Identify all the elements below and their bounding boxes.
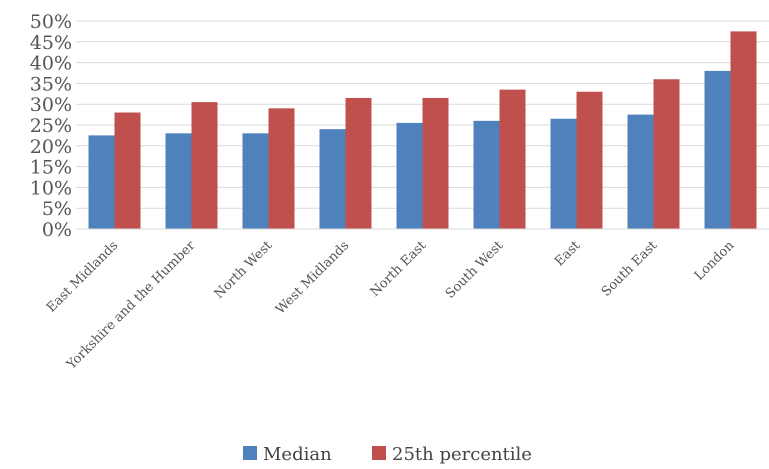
y-tick-label: 0% — [42, 219, 72, 241]
bar-median — [473, 120, 500, 229]
y-tick-label: 20% — [30, 136, 72, 158]
bar-25th-percentile — [422, 97, 449, 230]
y-tick-label: 5% — [42, 198, 72, 220]
category-label: East — [552, 238, 584, 270]
bar-25th-percentile — [653, 79, 680, 230]
bar-25th-percentile — [191, 102, 218, 229]
bar-25th-percentile — [345, 97, 372, 230]
bars — [88, 31, 757, 230]
bar-median — [242, 133, 269, 229]
y-tick-label: 35% — [30, 73, 72, 95]
legend: Median 25th percentile — [243, 444, 532, 465]
category-label: North West — [212, 238, 276, 302]
bar-median — [88, 135, 115, 229]
y-tick-label: 15% — [30, 157, 72, 179]
legend-label: 25th percentile — [392, 444, 532, 465]
bar-25th-percentile — [499, 89, 526, 229]
category-label: London — [692, 238, 738, 284]
bar-median — [704, 70, 731, 229]
y-tick-label: 25% — [30, 115, 72, 137]
y-tick-label: 50% — [30, 11, 72, 33]
category-label: South East — [599, 238, 661, 300]
bar-median — [550, 118, 577, 229]
category-label: West Midlands — [273, 238, 352, 317]
category-label: East Midlands — [44, 238, 121, 315]
bar-median — [319, 129, 346, 229]
bar-median — [627, 114, 654, 229]
y-tick-label: 30% — [30, 94, 72, 116]
bar-25th-percentile — [268, 108, 295, 229]
y-tick-label: 45% — [30, 32, 72, 54]
y-tick-label: 10% — [30, 177, 72, 199]
bar-25th-percentile — [114, 112, 141, 229]
y-axis-tick-labels: 0%5%10%15%20%25%30%35%40%45%50% — [30, 11, 72, 241]
category-label: South West — [443, 238, 507, 302]
bar-25th-percentile — [730, 31, 757, 230]
legend-swatch — [372, 446, 386, 460]
category-label: North East — [368, 238, 430, 300]
y-tick-label: 40% — [30, 53, 72, 75]
legend-label: Median — [263, 444, 332, 465]
legend-swatch — [243, 446, 257, 460]
category-label: Yorkshire and the Humber — [63, 238, 199, 374]
bar-25th-percentile — [576, 91, 603, 229]
bar-median — [396, 122, 423, 229]
bar-median — [165, 133, 192, 229]
